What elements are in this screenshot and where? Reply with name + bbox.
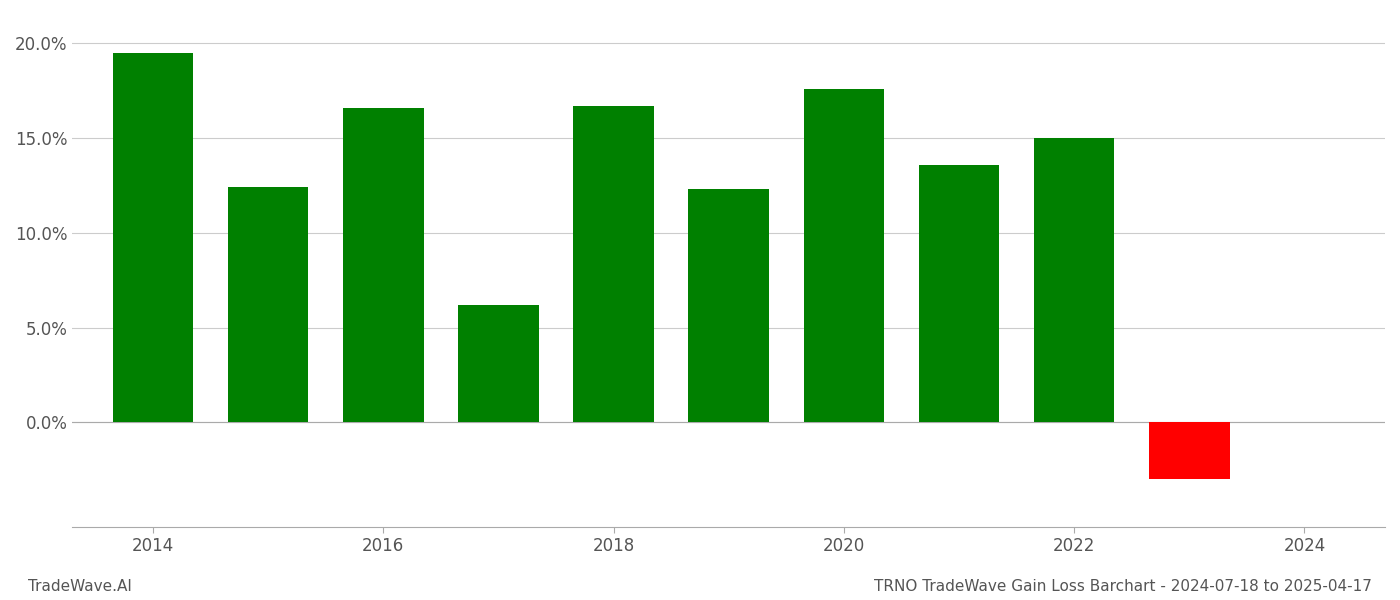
Text: TRNO TradeWave Gain Loss Barchart - 2024-07-18 to 2025-04-17: TRNO TradeWave Gain Loss Barchart - 2024…: [874, 579, 1372, 594]
Bar: [458, 305, 539, 422]
Bar: [228, 187, 308, 422]
Bar: [573, 106, 654, 422]
Bar: [112, 53, 193, 422]
Bar: [918, 164, 1000, 422]
Bar: [1149, 422, 1229, 479]
Bar: [689, 190, 769, 422]
Bar: [804, 89, 885, 422]
Text: TradeWave.AI: TradeWave.AI: [28, 579, 132, 594]
Bar: [343, 108, 424, 422]
Bar: [1033, 138, 1114, 422]
